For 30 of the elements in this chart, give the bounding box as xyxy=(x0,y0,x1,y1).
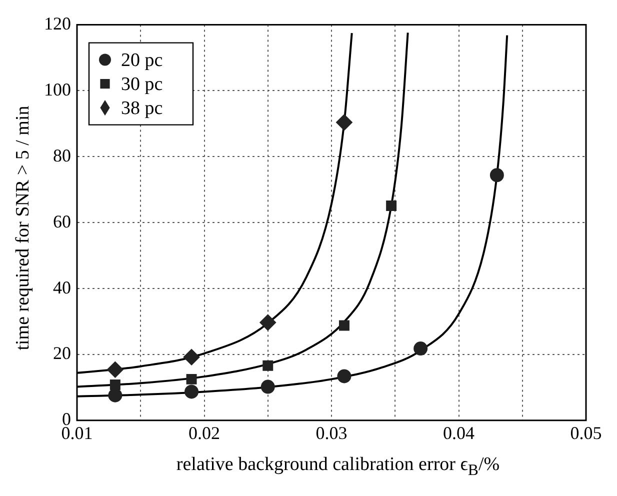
x-tick-label: 0.02 xyxy=(188,422,220,443)
point xyxy=(260,380,275,394)
point xyxy=(490,168,504,182)
point xyxy=(107,362,124,378)
point xyxy=(110,380,120,390)
y-tick-label: 100 xyxy=(44,79,71,100)
point xyxy=(337,369,352,384)
x-tick-label: 0.05 xyxy=(570,422,602,443)
y-tick-label: 80 xyxy=(53,145,71,166)
point xyxy=(386,200,397,212)
legend-label: 30 pc xyxy=(121,74,163,95)
point xyxy=(262,360,274,371)
y-tick-label: 60 xyxy=(53,211,71,232)
legend-label: 38 pc xyxy=(121,98,163,119)
point xyxy=(260,314,276,330)
point xyxy=(336,114,352,130)
point xyxy=(184,384,199,399)
point xyxy=(108,388,122,402)
y-tick-label: 120 xyxy=(44,14,71,34)
y-tick-label: 20 xyxy=(53,343,71,364)
point xyxy=(186,374,197,384)
legend-label: 20 pc xyxy=(121,50,163,71)
x-tick-label: 0.04 xyxy=(443,422,474,443)
x-tick-label: 0.03 xyxy=(316,422,348,443)
point xyxy=(338,320,350,331)
y-axis-title: time required for SNR > 5 / min xyxy=(12,106,34,350)
y-tick-label: 40 xyxy=(53,277,71,298)
point xyxy=(184,349,200,366)
x-axis-title: relative background calibration error ϵ$_{B}$/% xyxy=(175,454,501,480)
point xyxy=(414,342,428,356)
